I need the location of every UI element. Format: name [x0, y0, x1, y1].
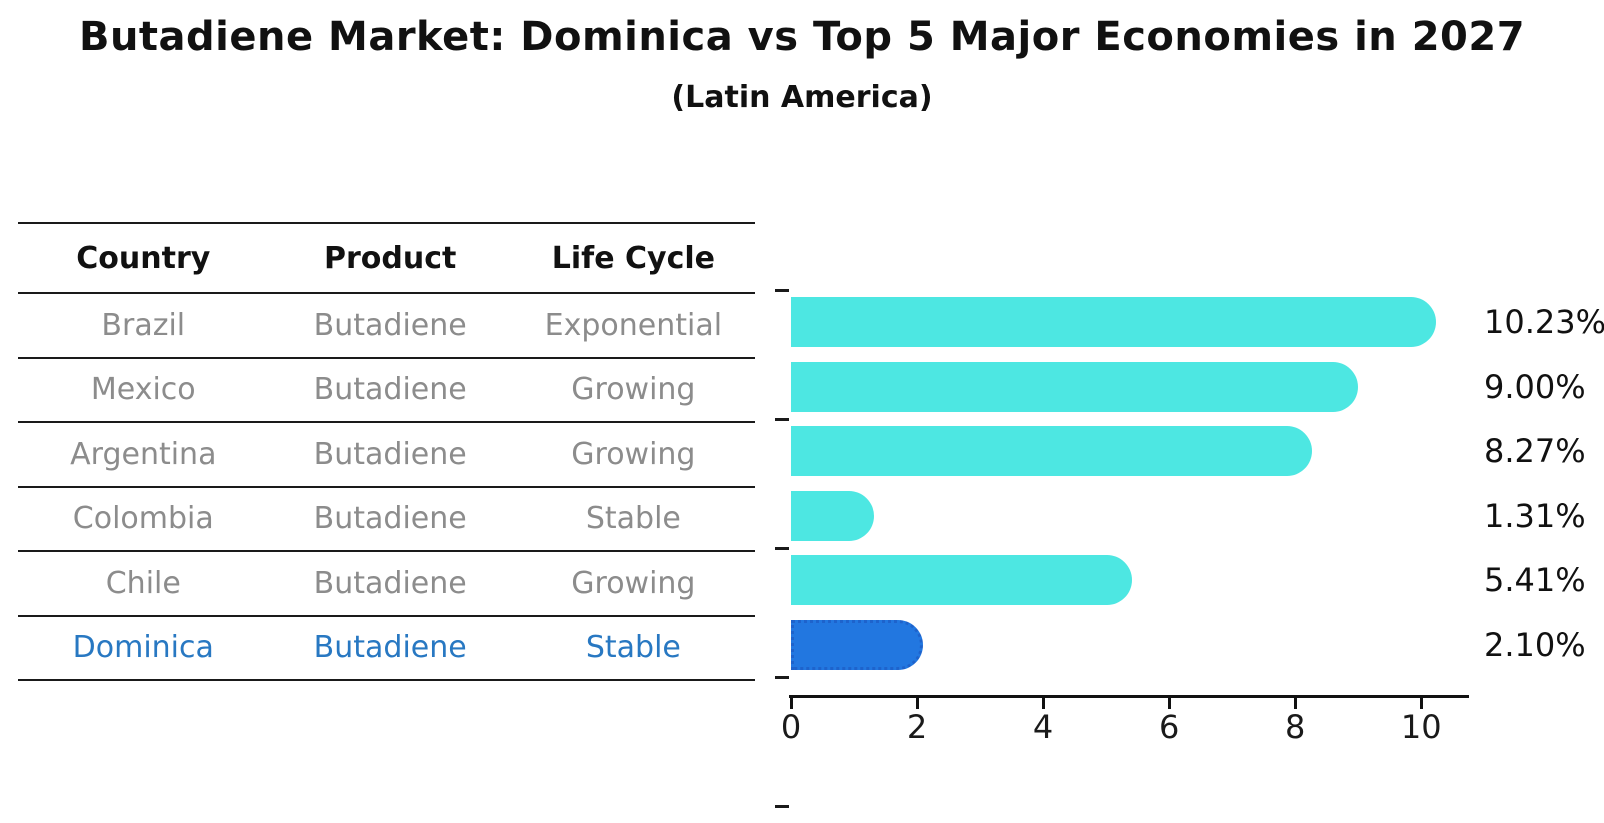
bar-dominica — [791, 619, 924, 670]
table-row-brazil: Brazil Butadiene Exponential — [18, 294, 755, 359]
x-tick-label: 0 — [780, 708, 802, 746]
table-cell-country: Brazil — [101, 307, 186, 343]
x-tick-mark — [1294, 697, 1297, 709]
bar-row-brazil — [775, 289, 1471, 355]
bar-chart-plot-area — [775, 289, 1471, 808]
table-cell-life-cycle: Growing — [571, 372, 696, 408]
x-tick-label: 8 — [1284, 708, 1306, 746]
y-tick-mark — [775, 289, 789, 292]
bar-argentina — [791, 426, 1313, 476]
table-row-mexico: Mexico Butadiene Growing — [18, 359, 755, 423]
x-tick-label: 6 — [1158, 708, 1180, 746]
y-tick-mark — [775, 547, 789, 550]
x-tick-mark — [790, 697, 793, 709]
column-header-country: Country — [76, 240, 211, 276]
table-body: Brazil Butadiene Exponential Mexico Butadien… — [18, 294, 755, 681]
table-row-argentina: Argentina Butadiene Growing — [18, 423, 755, 488]
column-header-life-cycle: Life Cycle — [551, 240, 715, 276]
table-cell-country: Mexico — [90, 372, 196, 408]
chart-subtitle: (Latin America) — [671, 80, 933, 115]
bar-row-argentina — [775, 419, 1471, 550]
table-cell-country: Chile — [105, 565, 181, 601]
x-tick-mark — [1042, 697, 1045, 709]
table-cell-product: Butadiene — [313, 501, 467, 537]
table-row-dominica: Dominica Butadiene Stable — [18, 617, 755, 681]
table-cell-life-cycle: Stable — [585, 501, 681, 537]
table-header-row: Country Product Life Cycle — [18, 222, 755, 294]
table-cell-life-cycle: Stable — [585, 630, 681, 666]
value-label-argentina: 8.27% — [1484, 432, 1586, 471]
value-label-brazil: 10.23% — [1484, 303, 1604, 342]
value-label-colombia: 1.31% — [1484, 496, 1586, 535]
bar-row-dominica — [791, 613, 1471, 678]
table-cell-product: Butadiene — [313, 307, 467, 343]
column-header-product: Product — [324, 240, 457, 276]
bar-row-colombia — [775, 484, 1471, 679]
table-cell-product: Butadiene — [313, 436, 467, 472]
bar-row-chile — [775, 548, 1471, 808]
table-row-chile: Chile Butadiene Growing — [18, 552, 755, 617]
table-cell-life-cycle: Growing — [571, 436, 696, 472]
y-tick-mark — [775, 418, 789, 421]
value-label-dominica: 2.10% — [1484, 625, 1586, 664]
x-tick-mark — [916, 697, 919, 709]
x-tick-mark — [1168, 697, 1171, 709]
x-tick-label: 2 — [906, 708, 928, 746]
value-label-chile: 5.41% — [1484, 561, 1586, 600]
table-cell-country: Colombia — [72, 501, 214, 537]
table-cell-product: Butadiene — [313, 565, 467, 601]
x-tick-label: 4 — [1032, 708, 1054, 746]
table-cell-product: Butadiene — [313, 630, 467, 666]
table-cell-country: Dominica — [72, 630, 214, 666]
x-axis-line — [789, 695, 1469, 698]
data-table: Country Product Life Cycle Brazil Butadie… — [18, 222, 755, 681]
bar-colombia — [791, 490, 874, 541]
y-tick-mark — [775, 676, 789, 679]
table-cell-product: Butadiene — [313, 372, 467, 408]
value-label-mexico: 9.00% — [1484, 367, 1586, 406]
chart-title: Butadiene Market: Dominica vs Top 5 Majo… — [78, 14, 1526, 60]
bar-brazil — [791, 297, 1436, 347]
x-tick-mark — [1420, 697, 1423, 709]
y-tick-mark — [775, 805, 789, 808]
table-cell-life-cycle: Growing — [571, 565, 696, 601]
bar-row-mexico — [775, 355, 1471, 421]
table-row-colombia: Colombia Butadiene Stable — [18, 488, 755, 552]
table-cell-life-cycle: Exponential — [544, 307, 723, 343]
x-tick-label: 10 — [1400, 708, 1442, 746]
bar-mexico — [791, 361, 1359, 412]
bar-chile — [791, 555, 1132, 605]
table-cell-country: Argentina — [70, 436, 217, 472]
